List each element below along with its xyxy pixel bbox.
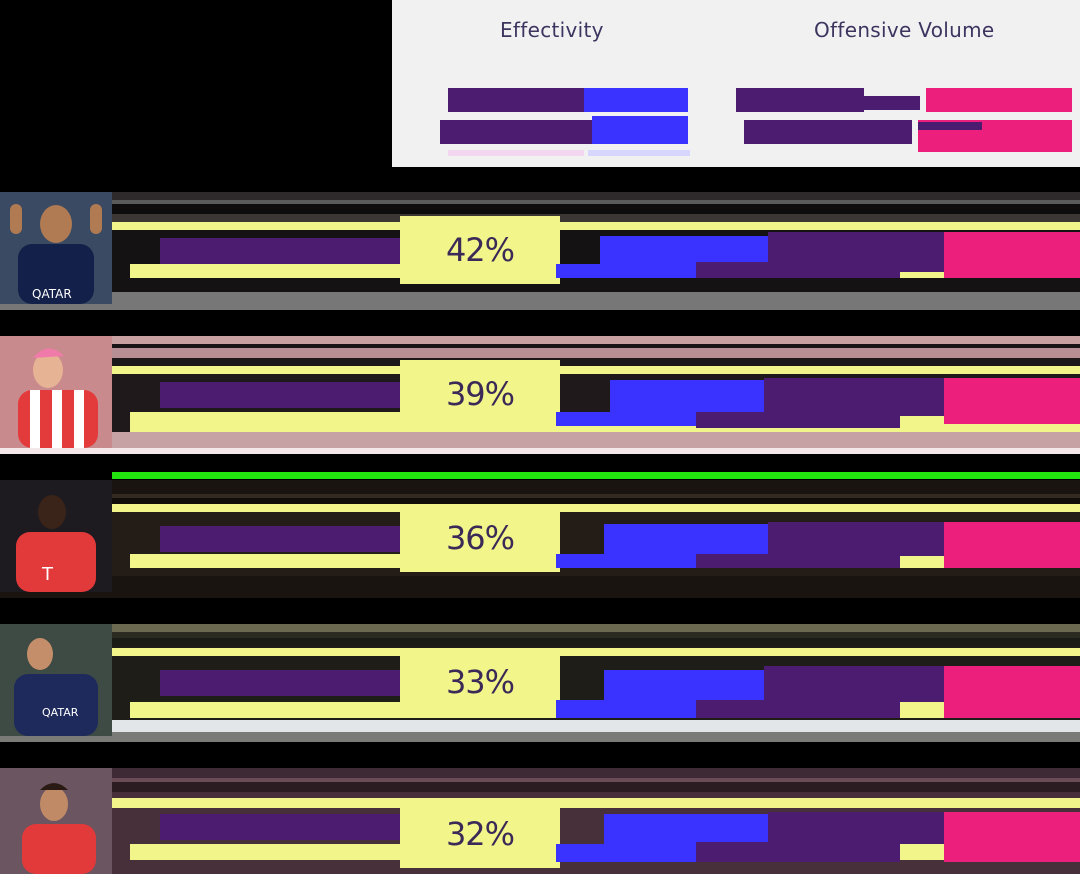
header-panel: Effectivity Offensive Volume	[392, 0, 1080, 167]
offensive-volume-column-title: Offensive Volume	[814, 18, 995, 42]
effectivity-bar-blue-2	[556, 412, 696, 426]
volume-bar-pink	[944, 812, 1080, 862]
effectivity-value: 39%	[445, 375, 515, 413]
effectivity-bar-blue-2	[556, 264, 696, 278]
player-name-bar	[160, 382, 400, 408]
effectivity-bar-blue-2	[556, 700, 696, 718]
effectivity-value: 36%	[445, 519, 515, 557]
effectivity-bar-blue	[604, 814, 768, 844]
player-row-3: T 36%	[0, 480, 1080, 598]
effectivity-bar-blue	[604, 524, 768, 556]
highlight-stripe-top	[112, 222, 1080, 230]
effectivity-value: 32%	[445, 815, 515, 853]
player-photo-bayern-1: T	[0, 480, 112, 592]
volume-bar-purple	[764, 666, 952, 702]
player-name-bar	[160, 814, 400, 840]
effectivity-value-box: 42%	[400, 216, 560, 284]
volume-bar-purple	[768, 522, 952, 556]
player-row-5: 32%	[0, 768, 1080, 874]
volume-legend-pink-1	[926, 88, 1072, 112]
volume-bar-purple-2	[696, 412, 900, 428]
player-row-2: 39%	[0, 336, 1080, 454]
effectivity-value-box: 32%	[400, 800, 560, 868]
effectivity-value-box: 39%	[400, 360, 560, 428]
highlight-stripe-top	[112, 366, 1080, 374]
volume-bar-purple-2	[696, 842, 900, 862]
effectivity-bar-blue-2	[556, 844, 696, 862]
volume-bar-purple	[764, 378, 952, 416]
effectivity-legend-purple-2	[440, 120, 592, 144]
volume-bar-purple-2	[696, 554, 900, 568]
effectivity-legend-purple-1	[448, 88, 584, 112]
effectivity-legend-blue-2	[592, 116, 688, 144]
effectivity-value-box: 33%	[400, 648, 560, 716]
player-photo-bayern-2	[0, 768, 112, 874]
volume-legend-purple-2b	[918, 122, 982, 130]
volume-bar-pink	[944, 378, 1080, 424]
svg-text:T: T	[41, 564, 54, 585]
player-photo-atletico	[0, 336, 112, 448]
effectivity-bar-blue	[610, 380, 768, 414]
player-row-4: QATAR 33%	[0, 624, 1080, 742]
divider-line	[112, 472, 1080, 479]
volume-legend-purple-1b	[864, 96, 920, 110]
effectivity-bar-blue	[604, 670, 768, 700]
volume-bar-purple	[768, 812, 952, 844]
highlight-stripe-top	[112, 504, 1080, 512]
player-photo-psg-2: QATAR	[0, 624, 112, 736]
effectivity-legend-shadow	[448, 150, 584, 156]
highlight-stripe-top	[112, 798, 1080, 808]
effectivity-legend-blue-1	[584, 88, 688, 112]
volume-legend-purple-2	[744, 120, 912, 144]
effectivity-value-box: 36%	[400, 504, 560, 572]
effectivity-legend-shadow-2	[588, 150, 690, 156]
volume-bar-purple-2	[696, 262, 900, 278]
effectivity-bar-blue-2	[556, 554, 696, 568]
volume-legend-purple-1	[736, 88, 864, 112]
svg-text:QATAR: QATAR	[42, 706, 79, 719]
player-name-bar	[160, 526, 400, 552]
volume-bar-purple-2	[696, 700, 900, 718]
player-photo-psg-1: QATAR	[0, 192, 112, 304]
highlight-stripe-top	[112, 648, 1080, 656]
volume-bar-pink	[944, 522, 1080, 568]
volume-bar-pink	[944, 666, 1080, 718]
player-name-bar	[160, 238, 400, 264]
effectivity-value: 33%	[445, 663, 515, 701]
volume-bar-pink	[944, 232, 1080, 278]
player-row-1: QATAR 42%	[0, 192, 1080, 310]
player-name-bar	[160, 670, 400, 696]
svg-text:QATAR: QATAR	[32, 287, 72, 301]
effectivity-value: 42%	[445, 231, 515, 269]
effectivity-column-title: Effectivity	[500, 18, 604, 42]
